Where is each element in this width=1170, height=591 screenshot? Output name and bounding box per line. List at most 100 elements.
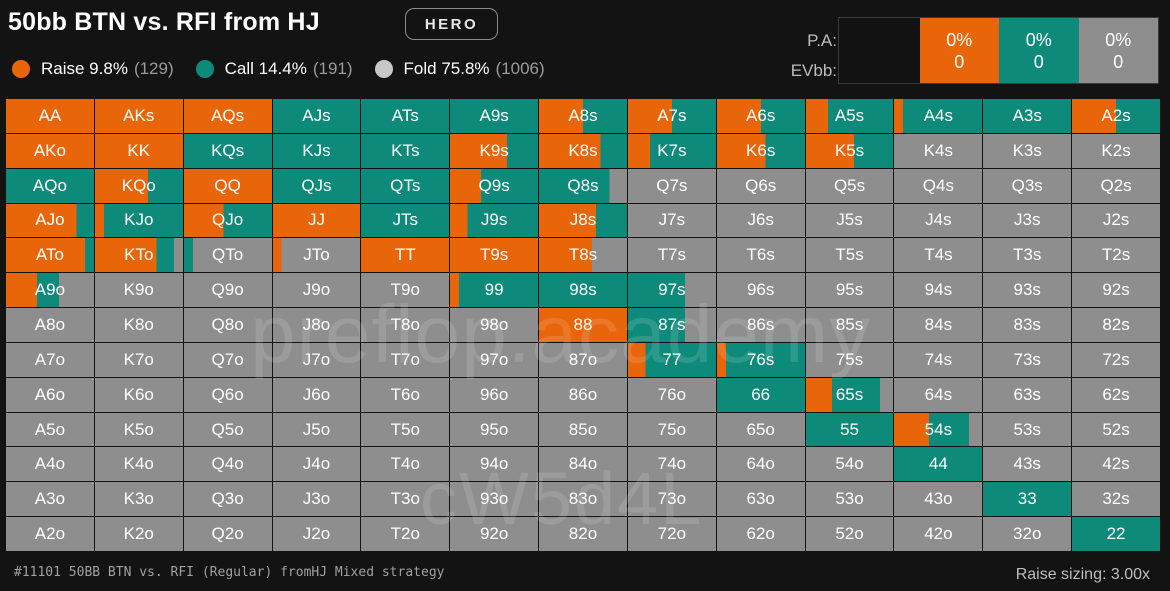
hand-cell[interactable]: KTs	[361, 133, 450, 168]
hand-cell[interactable]: 62o	[716, 517, 805, 551]
hand-cell[interactable]: 64o	[716, 447, 805, 482]
hand-cell[interactable]: QJo	[183, 203, 272, 238]
hand-cell[interactable]: KJs	[272, 133, 361, 168]
hand-cell[interactable]: K3s	[983, 133, 1072, 168]
hand-cell[interactable]: Q6o	[183, 377, 272, 412]
hand-cell[interactable]: KK	[94, 133, 183, 168]
hand-cell[interactable]: T9s	[450, 238, 539, 273]
hand-cell[interactable]: Q9s	[450, 168, 539, 203]
hand-cell[interactable]: J9s	[450, 203, 539, 238]
hand-cell[interactable]: T7s	[627, 238, 716, 273]
hand-cell[interactable]: A6s	[716, 99, 805, 133]
hand-cell[interactable]: 74o	[627, 447, 716, 482]
hand-cell[interactable]: A2o	[6, 517, 94, 551]
hand-cell[interactable]: A5s	[805, 99, 894, 133]
hand-cell[interactable]: AA	[6, 99, 94, 133]
hand-cell[interactable]: K7o	[94, 342, 183, 377]
hand-cell[interactable]: J3s	[983, 203, 1072, 238]
hand-cell[interactable]: 84s	[894, 308, 983, 342]
hand-cell[interactable]: 86s	[716, 308, 805, 342]
hand-cell[interactable]: J4o	[272, 447, 361, 482]
hand-cell[interactable]: A9o	[6, 273, 94, 308]
hand-cell[interactable]: A3s	[983, 99, 1072, 133]
hand-cell[interactable]: 99	[450, 273, 539, 308]
hand-cell[interactable]: 95s	[805, 273, 894, 308]
hand-cell[interactable]: K6o	[94, 377, 183, 412]
hand-cell[interactable]: 42o	[894, 517, 983, 551]
hand-cell[interactable]: 98s	[539, 273, 627, 308]
hand-cell[interactable]: QJs	[272, 168, 361, 203]
hand-cell[interactable]: JJ	[272, 203, 361, 238]
hand-cell[interactable]: 96s	[716, 273, 805, 308]
hand-cell[interactable]: A8s	[539, 99, 627, 133]
hand-cell[interactable]: Q7o	[183, 342, 272, 377]
hand-cell[interactable]: 52o	[805, 517, 894, 551]
hand-cell[interactable]: 85o	[539, 412, 627, 447]
hand-cell[interactable]: 32s	[1072, 482, 1160, 517]
hand-cell[interactable]: 83s	[983, 308, 1072, 342]
hand-cell[interactable]: K9o	[94, 273, 183, 308]
hand-cell[interactable]: 76o	[627, 377, 716, 412]
hand-cell[interactable]: A5o	[6, 412, 94, 447]
hand-cell[interactable]: J2s	[1072, 203, 1160, 238]
hand-cell[interactable]: 84o	[539, 447, 627, 482]
hand-cell[interactable]: 73s	[983, 342, 1072, 377]
hand-cell[interactable]: 75s	[805, 342, 894, 377]
hand-cell[interactable]: 33	[983, 482, 1072, 517]
hand-cell[interactable]: AJo	[6, 203, 94, 238]
hand-cell[interactable]: Q3o	[183, 482, 272, 517]
hand-cell[interactable]: Q8s	[539, 168, 627, 203]
hand-cell[interactable]: 94s	[894, 273, 983, 308]
hand-cell[interactable]: 43s	[983, 447, 1072, 482]
hand-cell[interactable]: J6o	[272, 377, 361, 412]
hand-cell[interactable]: Q6s	[716, 168, 805, 203]
hand-cell[interactable]: 86o	[539, 377, 627, 412]
hand-cell[interactable]: J9o	[272, 273, 361, 308]
hand-cell[interactable]: QQ	[183, 168, 272, 203]
hand-cell[interactable]: AKo	[6, 133, 94, 168]
hand-cell[interactable]: J5o	[272, 412, 361, 447]
hand-cell[interactable]: AJs	[272, 99, 361, 133]
hand-cell[interactable]: KTo	[94, 238, 183, 273]
hand-cell[interactable]: 87o	[539, 342, 627, 377]
hand-cell[interactable]: JTs	[361, 203, 450, 238]
hand-cell[interactable]: 53s	[983, 412, 1072, 447]
hand-cell[interactable]: AKs	[94, 99, 183, 133]
hand-cell[interactable]: K5s	[805, 133, 894, 168]
hand-cell[interactable]: J4s	[894, 203, 983, 238]
hand-cell[interactable]: 77	[627, 342, 716, 377]
hand-cell[interactable]: Q4o	[183, 447, 272, 482]
hand-cell[interactable]: Q4s	[894, 168, 983, 203]
hand-cell[interactable]: J6s	[716, 203, 805, 238]
hand-cell[interactable]: T3o	[361, 482, 450, 517]
hand-cell[interactable]: T7o	[361, 342, 450, 377]
hand-cell[interactable]: T2o	[361, 517, 450, 551]
hand-cell[interactable]: J8s	[539, 203, 627, 238]
hand-cell[interactable]: 97s	[627, 273, 716, 308]
hand-cell[interactable]: 94o	[450, 447, 539, 482]
hand-cell[interactable]: 96o	[450, 377, 539, 412]
hand-cell[interactable]: 75o	[627, 412, 716, 447]
hand-cell[interactable]: 82o	[539, 517, 627, 551]
hand-cell[interactable]: 44	[894, 447, 983, 482]
hand-cell[interactable]: A8o	[6, 308, 94, 342]
hand-cell[interactable]: Q7s	[627, 168, 716, 203]
hand-cell[interactable]: T2s	[1072, 238, 1160, 273]
hand-cell[interactable]: Q2s	[1072, 168, 1160, 203]
hand-cell[interactable]: A6o	[6, 377, 94, 412]
hand-cell[interactable]: AQo	[6, 168, 94, 203]
hand-cell[interactable]: 42s	[1072, 447, 1160, 482]
hand-cell[interactable]: 65o	[716, 412, 805, 447]
hand-cell[interactable]: 73o	[627, 482, 716, 517]
hand-cell[interactable]: T4o	[361, 447, 450, 482]
hand-cell[interactable]: 88	[539, 308, 627, 342]
hand-cell[interactable]: 82s	[1072, 308, 1160, 342]
hand-cell[interactable]: 83o	[539, 482, 627, 517]
hand-cell[interactable]: 93o	[450, 482, 539, 517]
hand-cell[interactable]: Q8o	[183, 308, 272, 342]
hand-cell[interactable]: K4s	[894, 133, 983, 168]
hand-cell[interactable]: J7o	[272, 342, 361, 377]
hand-cell[interactable]: T6s	[716, 238, 805, 273]
hand-cell[interactable]: 92s	[1072, 273, 1160, 308]
hand-cell[interactable]: J8o	[272, 308, 361, 342]
